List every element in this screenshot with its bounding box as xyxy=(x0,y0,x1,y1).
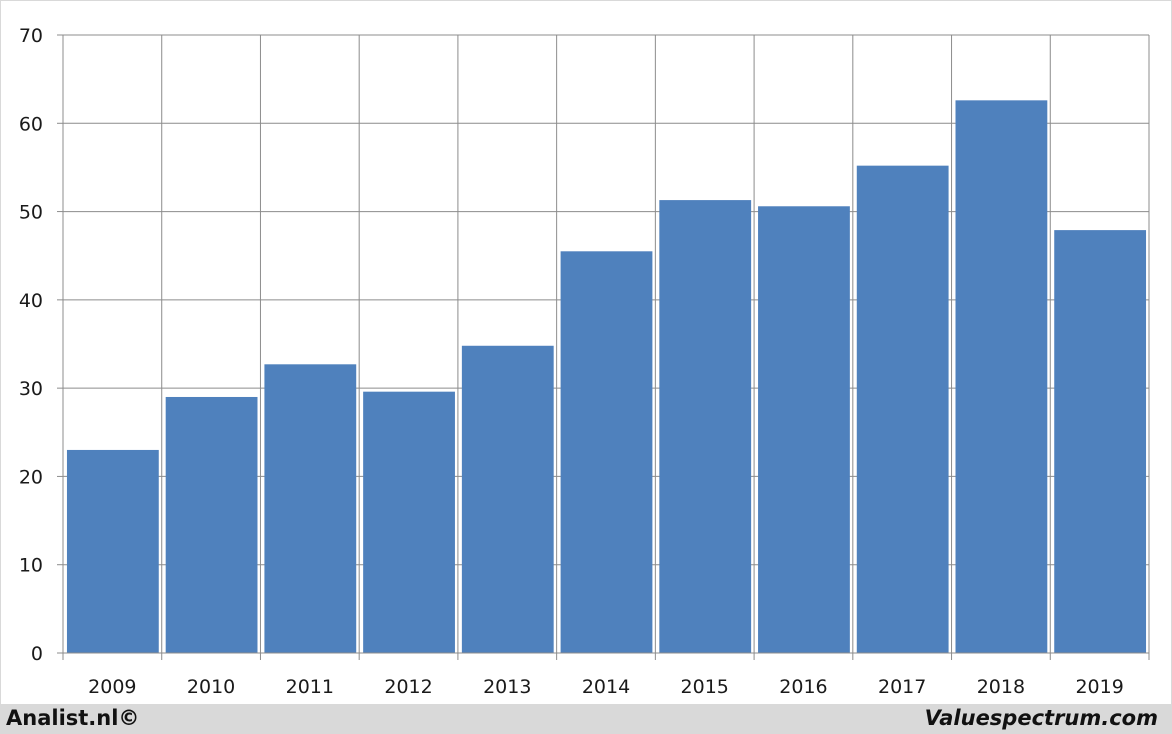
x-tick-label: 2019 xyxy=(1075,676,1123,698)
bar-2011 xyxy=(264,364,357,653)
bar-2018 xyxy=(955,100,1048,654)
bar-2017 xyxy=(856,165,949,654)
x-tick-label: 2017 xyxy=(878,676,926,698)
y-tick-label: 60 xyxy=(19,113,43,135)
x-tick-labels: 2009 2010 2011 2012 2013 2014 2015 2016 2017 2018… xyxy=(88,676,1124,698)
y-tick-label: 50 xyxy=(19,202,43,224)
x-tick-label: 2014 xyxy=(582,676,630,698)
x-tick-label: 2018 xyxy=(977,676,1025,698)
x-tick-label: 2013 xyxy=(483,676,531,698)
x-tick-label: 2016 xyxy=(779,676,827,698)
y-tick-label: 0 xyxy=(31,643,43,665)
x-tick-label: 2010 xyxy=(187,676,235,698)
bar-2016 xyxy=(758,206,850,653)
bars xyxy=(66,100,1147,654)
y-tick-label: 30 xyxy=(19,378,43,400)
axes xyxy=(57,34,1150,660)
y-tick-labels: 0 10 20 30 40 50 60 70 xyxy=(19,25,43,665)
bar-2019 xyxy=(1054,230,1147,653)
chart-frame: 0 10 20 30 40 50 60 70 2009 2010 2011 2012 2013 2014… xyxy=(0,0,1172,706)
bar-2010 xyxy=(165,396,258,653)
x-tick-label: 2015 xyxy=(681,676,729,698)
bar-2012 xyxy=(363,391,455,653)
bar-2014 xyxy=(560,251,653,654)
bar-chart: 0 10 20 30 40 50 60 70 2009 2010 2011 2012 2013 2014… xyxy=(19,25,1150,698)
grid-lines xyxy=(63,34,1150,653)
footer-bar: Analist.nl© Valuespectrum.com xyxy=(0,704,1172,734)
y-tick-label: 40 xyxy=(19,290,43,312)
y-tick-label: 70 xyxy=(19,25,43,47)
footer-brand-right: Valuespectrum.com xyxy=(924,706,1158,730)
bar-2015 xyxy=(659,200,752,653)
y-tick-label: 10 xyxy=(19,555,43,577)
bar-2009 xyxy=(66,449,159,653)
x-tick-label: 2011 xyxy=(286,676,334,698)
footer-brand-left: Analist.nl© xyxy=(6,706,140,730)
y-tick-label: 20 xyxy=(19,466,43,488)
x-tick-label: 2012 xyxy=(384,676,432,698)
bar-2013 xyxy=(461,345,554,653)
x-tick-label: 2009 xyxy=(88,676,136,698)
